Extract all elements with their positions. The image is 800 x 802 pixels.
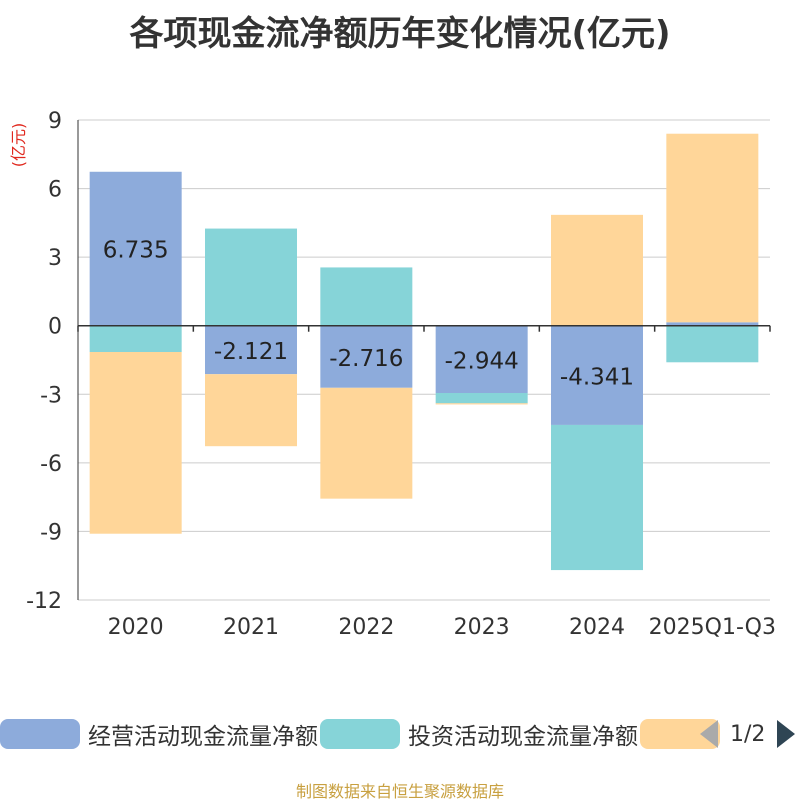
y-tick-label: 9 bbox=[48, 109, 62, 134]
x-tick-label: 2021 bbox=[223, 615, 279, 640]
data-source-footer: 制图数据来自恒生聚源数据库 bbox=[295, 782, 504, 801]
bar-financing bbox=[320, 387, 413, 499]
pager-text: 1/2 bbox=[730, 721, 766, 747]
y-tick-label: -9 bbox=[40, 520, 62, 545]
bar-investing bbox=[205, 228, 297, 326]
data-label: -2.944 bbox=[445, 348, 519, 374]
y-tick-label: -6 bbox=[40, 452, 62, 477]
bar-financing bbox=[205, 374, 297, 447]
pager-prev-icon[interactable] bbox=[700, 720, 718, 748]
legend-item-investing[interactable]: 投资活动现金流量净额 bbox=[320, 716, 638, 752]
y-axis-label: (亿元) bbox=[9, 123, 28, 168]
bar-operating bbox=[435, 325, 528, 394]
data-label: -4.341 bbox=[560, 364, 634, 390]
x-tick-label: 2024 bbox=[569, 615, 625, 640]
chart-area: 9 6 3 0 -3 -6 -9 -12 (亿元) 6.735 -2.121 -2.716 -2.944… bbox=[9, 109, 776, 640]
bar-investing bbox=[551, 424, 643, 571]
pager-next-icon[interactable] bbox=[777, 720, 796, 748]
bar-investing bbox=[666, 325, 759, 363]
y-tick-label: 6 bbox=[48, 178, 62, 203]
legend-pager: 1/2 bbox=[700, 716, 796, 752]
y-tick-label: -3 bbox=[40, 383, 62, 408]
bar-financing bbox=[551, 214, 643, 326]
bar-investing bbox=[89, 325, 182, 352]
y-tick-label: -12 bbox=[26, 589, 62, 614]
bar-operating bbox=[666, 322, 759, 326]
legend-label-investing: 投资活动现金流量净额 bbox=[408, 724, 638, 750]
x-tick-label: 2020 bbox=[108, 615, 164, 640]
bar-financing bbox=[666, 133, 759, 323]
legend-swatch-investing bbox=[320, 719, 400, 749]
bar-operating bbox=[551, 325, 643, 425]
bar-investing bbox=[320, 267, 413, 326]
legend-label-operating: 经营活动现金流量净额 bbox=[88, 724, 318, 750]
data-label: -2.716 bbox=[329, 346, 403, 372]
legend-item-operating[interactable]: 经营活动现金流量净额 bbox=[0, 716, 318, 752]
bar-operating bbox=[89, 171, 182, 326]
bar-investing bbox=[435, 393, 528, 404]
data-label: 6.735 bbox=[103, 238, 169, 264]
y-tick-label: 0 bbox=[48, 315, 62, 340]
data-label: -2.121 bbox=[214, 339, 288, 365]
bar-operating bbox=[205, 325, 297, 375]
bar-financing bbox=[89, 352, 182, 534]
x-tick-label: 2025Q1-Q3 bbox=[649, 615, 776, 640]
x-tick-label: 2023 bbox=[454, 615, 510, 640]
bar-operating bbox=[320, 325, 413, 388]
bar-financing bbox=[435, 403, 528, 405]
y-tick-label: 3 bbox=[48, 246, 62, 271]
chart-title: 各项现金流净额历年变化情况(亿元) bbox=[129, 14, 671, 54]
legend-swatch-operating bbox=[0, 719, 80, 749]
x-tick-label: 2022 bbox=[338, 615, 394, 640]
